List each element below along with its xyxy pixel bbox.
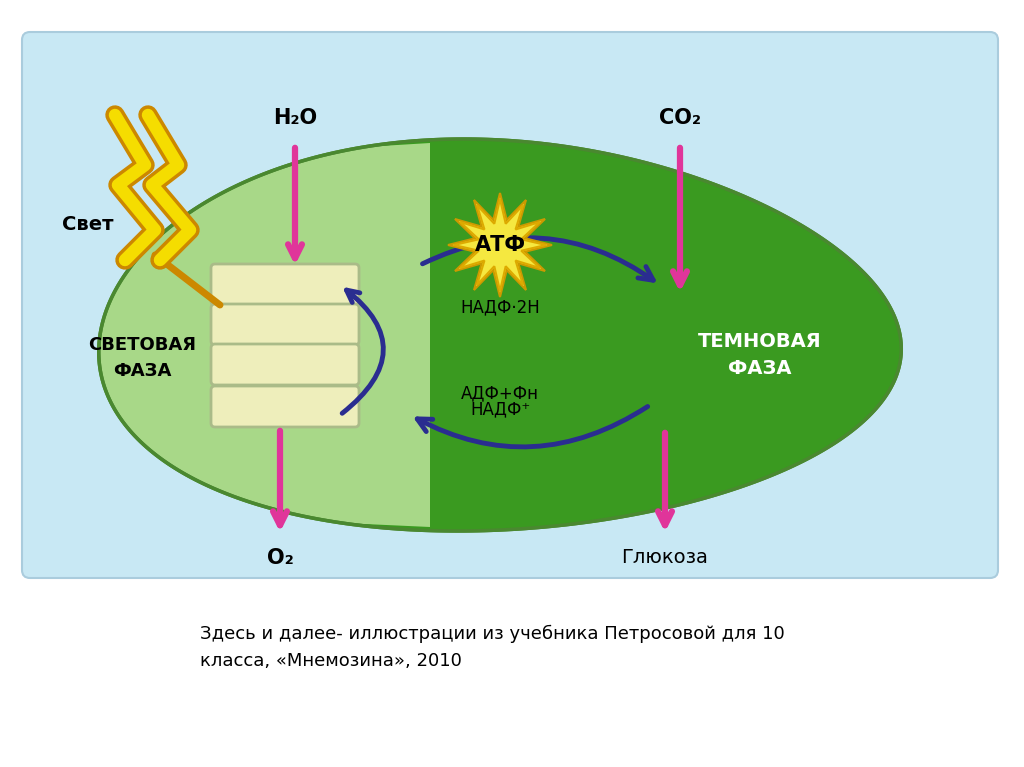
Polygon shape [449, 193, 552, 297]
Text: H₂O: H₂O [273, 108, 317, 128]
FancyBboxPatch shape [22, 32, 998, 578]
Text: Здесь и далее- иллюстрации из учебника Петросовой для 10
класса, «Мнемозина», 20: Здесь и далее- иллюстрации из учебника П… [200, 625, 784, 670]
Text: Свет: Свет [62, 216, 114, 235]
Text: НАДФ·2Н: НАДФ·2Н [460, 298, 540, 316]
Polygon shape [98, 139, 901, 531]
Text: АДФ+Фн: АДФ+Фн [461, 384, 539, 402]
FancyBboxPatch shape [211, 304, 359, 345]
Text: ТЕМНОВАЯ
ФАЗА: ТЕМНОВАЯ ФАЗА [698, 332, 822, 378]
Text: CO₂: CO₂ [659, 108, 701, 128]
Polygon shape [454, 199, 546, 291]
Text: НАДФ⁺: НАДФ⁺ [470, 400, 530, 418]
Text: АТФ: АТФ [474, 235, 525, 255]
Text: O₂: O₂ [266, 548, 293, 568]
Polygon shape [342, 139, 901, 531]
FancyBboxPatch shape [211, 344, 359, 385]
FancyBboxPatch shape [211, 386, 359, 427]
FancyBboxPatch shape [211, 264, 359, 305]
Text: СВЕТОВАЯ
ФАЗА: СВЕТОВАЯ ФАЗА [88, 337, 196, 380]
Text: Глюкоза: Глюкоза [622, 548, 709, 567]
